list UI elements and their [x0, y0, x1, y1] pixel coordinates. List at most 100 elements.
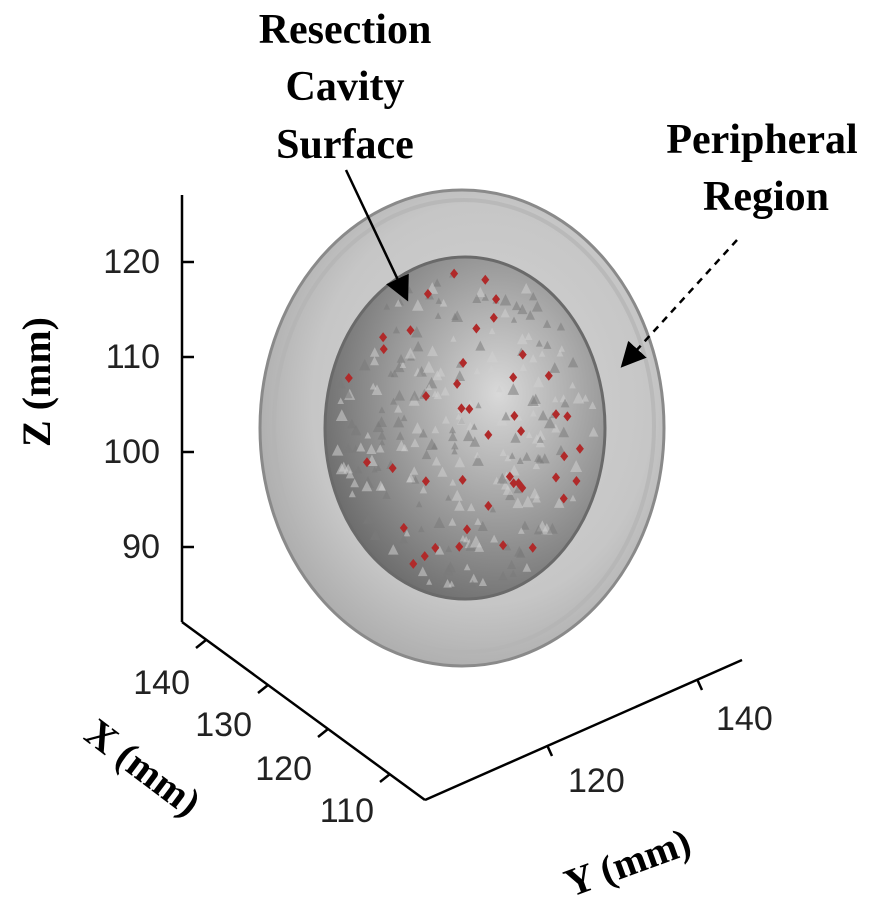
texture-mark	[481, 400, 492, 411]
texture-mark	[499, 448, 507, 456]
texture-mark	[350, 478, 359, 488]
texture-mark	[549, 362, 561, 373]
texture-mark	[426, 578, 433, 585]
texture-mark	[363, 513, 374, 524]
texture-mark	[434, 312, 442, 319]
z-tick-label-120: 120	[103, 243, 160, 281]
surface-marker	[399, 522, 408, 533]
cavity-label-line-3: Surface	[276, 122, 414, 168]
surface-marker	[420, 551, 429, 562]
texture-mark	[509, 569, 517, 578]
texture-mark	[516, 457, 524, 465]
surface-marker	[544, 370, 553, 381]
texture-mark	[572, 391, 585, 404]
surface-marker	[421, 476, 430, 487]
texture-mark	[437, 466, 448, 477]
z-tick-label-100: 100	[103, 433, 160, 471]
surface-marker	[409, 558, 418, 569]
surface-marker	[492, 294, 501, 305]
surface-marker	[388, 463, 397, 474]
texture-mark	[470, 423, 478, 430]
texture-mark	[419, 485, 428, 494]
texture-mark	[415, 500, 423, 508]
x-tick-label-110: 110	[320, 792, 374, 830]
texture-mark	[505, 490, 516, 501]
texture-mark	[433, 516, 446, 528]
peripheral-annotation: Peripheral Region	[620, 117, 858, 368]
texture-mark	[451, 448, 458, 455]
texture-mark	[432, 370, 443, 381]
texture-mark	[500, 308, 510, 318]
texture-mark	[474, 517, 482, 525]
texture-mark	[347, 418, 357, 429]
texture-mark	[403, 529, 411, 537]
texture-mark	[449, 426, 457, 434]
surface-marker	[484, 500, 493, 511]
texture-mark	[421, 449, 432, 460]
texture-mark	[529, 292, 538, 301]
cavity-label-line-2: Cavity	[286, 64, 405, 110]
texture-mark	[392, 416, 405, 428]
peripheral-label-line-1: Peripheral	[666, 117, 857, 163]
surface-marker	[458, 474, 467, 485]
texture-mark	[532, 461, 541, 470]
texture-mark	[488, 327, 496, 335]
surface-marker	[431, 542, 440, 553]
texture-mark	[431, 442, 438, 449]
texture-mark	[378, 406, 386, 414]
texture-mark	[556, 349, 564, 357]
texture-mark	[354, 465, 363, 474]
surface-marker	[563, 411, 572, 422]
texture-mark	[556, 322, 566, 331]
texture-mark	[418, 428, 428, 438]
texture-mark	[409, 390, 420, 401]
texture-mark	[530, 393, 541, 404]
texture-mark	[474, 451, 481, 459]
texture-mark	[410, 438, 420, 448]
texture-mark	[382, 490, 391, 499]
texture-mark	[487, 364, 496, 373]
texture-mark	[508, 464, 520, 476]
texture-mark	[463, 563, 471, 571]
y-tick-label-140: 140	[716, 700, 773, 738]
surface-marker	[517, 426, 526, 437]
texture-mark	[433, 390, 443, 400]
texture-mark	[411, 326, 423, 338]
texture-mark	[507, 559, 517, 570]
x-tick-label-120: 120	[255, 750, 312, 788]
texture-mark	[478, 577, 487, 587]
texture-mark	[377, 430, 387, 440]
texture-mark	[567, 356, 579, 368]
texture-mark	[512, 497, 524, 509]
surface-marker	[505, 471, 514, 482]
texture-mark	[442, 564, 454, 576]
x-tick-mark-130	[257, 684, 269, 694]
texture-mark	[517, 304, 528, 315]
texture-mark	[442, 415, 450, 424]
texture-mark	[525, 310, 535, 320]
texture-mark	[431, 390, 439, 397]
texture-mark	[454, 456, 466, 468]
texture-mark	[371, 466, 378, 473]
texture-mark	[337, 397, 344, 404]
x-ticks	[195, 639, 391, 783]
surface-marker	[423, 288, 432, 299]
surface-marker	[518, 482, 527, 493]
surface-marker	[481, 274, 490, 285]
texture-mark	[534, 453, 543, 462]
texture-mark	[398, 534, 409, 544]
texture-mark	[359, 358, 371, 371]
cavity-label-line-1: Resection	[259, 7, 432, 53]
texture-mark	[344, 390, 353, 399]
y-ticks	[545, 678, 704, 757]
texture-mark	[448, 517, 457, 526]
texture-mark	[472, 454, 484, 466]
surface-marker	[551, 472, 560, 483]
texture-mark	[520, 520, 530, 530]
texture-mark	[469, 573, 479, 583]
texture-mark	[366, 443, 377, 454]
surface-marker	[499, 540, 508, 551]
texture-mark	[502, 484, 513, 495]
